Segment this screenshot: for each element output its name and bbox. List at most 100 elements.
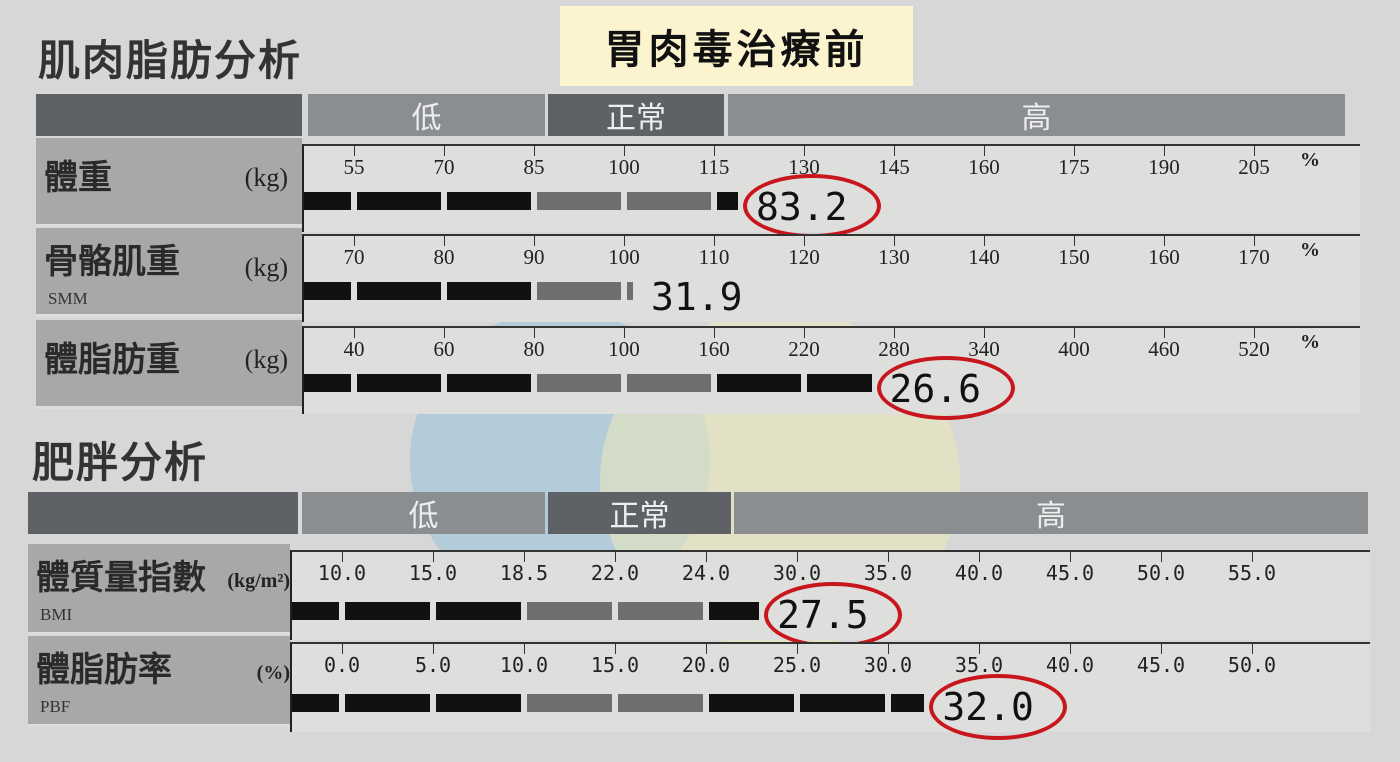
tick-mark	[979, 552, 980, 562]
row-unit: (kg)	[244, 253, 288, 282]
row-label-cell: 體脂肪重 (kg)	[36, 320, 302, 409]
tick-label: 22.0	[590, 561, 640, 585]
tick-mark	[624, 236, 625, 246]
tick-mark	[1164, 236, 1165, 246]
bar-segment	[537, 374, 621, 392]
tick-mark	[624, 146, 625, 156]
tick-mark	[984, 328, 985, 338]
row-abbr: PBF	[40, 697, 71, 716]
bar-segment	[891, 694, 925, 712]
tick-label: 40.0	[954, 561, 1004, 585]
row-label-cell: 體重 (kg)	[36, 138, 302, 227]
tick-mark	[1252, 552, 1253, 562]
highlight-circle	[764, 582, 903, 648]
tick-label: 140	[968, 245, 1000, 269]
tick-mark	[615, 644, 616, 654]
row-plot: 70 80 90 100 110 120 130 140 150 160 170% 31.9	[302, 234, 1360, 322]
tick-label: 55.0	[1227, 561, 1277, 585]
row-name: 體脂肪率	[36, 650, 172, 690]
tick-label: 80	[433, 245, 455, 269]
tick-mark	[354, 328, 355, 338]
band-header: 正常	[548, 94, 724, 136]
row-name: 體脂肪重	[44, 340, 180, 380]
tick-mark	[888, 552, 889, 562]
tick-mark	[706, 552, 707, 562]
tick-mark	[714, 146, 715, 156]
tick-label: 24.0	[681, 561, 731, 585]
tick-mark	[804, 146, 805, 156]
bar-segment	[447, 282, 531, 300]
tick-mark	[979, 644, 980, 654]
tick-mark	[444, 146, 445, 156]
bar-segment	[618, 694, 703, 712]
bar-segment	[717, 192, 738, 210]
tick-label: 175	[1058, 155, 1090, 179]
tick-mark	[984, 236, 985, 246]
tick-mark	[894, 236, 895, 246]
tick-label: 25.0	[772, 653, 822, 677]
tick-label: 130	[878, 245, 910, 269]
row-name: 骨骼肌重	[44, 242, 180, 282]
band-header: 高	[728, 94, 1345, 136]
tick-label: 220	[788, 337, 820, 361]
tick-mark	[804, 236, 805, 246]
tick-label: 110	[698, 245, 730, 269]
tick-mark	[534, 236, 535, 246]
tick-mark	[797, 644, 798, 654]
tick-mark	[1070, 644, 1071, 654]
row-unit: (kg)	[244, 163, 288, 192]
row-name: 體質量指數	[36, 558, 206, 598]
band-header: 低	[302, 492, 545, 534]
tick-label: 0.0	[323, 653, 361, 677]
row-plot: 55 70 85 100 115 130 145 160 175 190 205% 83.2	[302, 144, 1360, 238]
tick-label: 205	[1238, 155, 1270, 179]
tick-label: 45.0	[1136, 653, 1186, 677]
tick-mark	[624, 328, 625, 338]
bar-segment	[717, 374, 801, 392]
row-label-cell: 骨骼肌重 (kg) SMM	[36, 228, 302, 317]
tick-mark	[984, 146, 985, 156]
tick-label: 70	[343, 245, 365, 269]
bar-segment	[304, 374, 351, 392]
band-header: 低	[308, 94, 545, 136]
tick-mark	[1164, 146, 1165, 156]
tick-label: 130	[788, 155, 820, 179]
row-label-cell: 體脂肪率 (%) PBF	[28, 636, 290, 727]
tick-mark	[444, 236, 445, 246]
tick-label: 40	[343, 337, 365, 361]
tick-mark	[888, 644, 889, 654]
tick-mark	[444, 328, 445, 338]
highlight-circle	[876, 356, 1015, 420]
tick-label: 55	[343, 155, 365, 179]
tick-label: 150	[1058, 245, 1090, 269]
highlight-circle	[929, 674, 1068, 740]
tick-mark	[1074, 146, 1075, 156]
bar-segment	[618, 602, 703, 620]
tick-mark	[615, 552, 616, 562]
tick-mark	[1254, 146, 1255, 156]
bar-segment	[800, 694, 885, 712]
row-unit: (kg/m²)	[227, 570, 290, 592]
row-plot: 40 60 80 100 160 220 280 340 400 460 520% 26.6	[302, 326, 1360, 420]
bar-segment	[537, 192, 621, 210]
tick-mark	[342, 644, 343, 654]
tick-mark	[1074, 236, 1075, 246]
tick-mark	[1164, 328, 1165, 338]
tick-mark	[894, 146, 895, 156]
bar-segment	[345, 694, 430, 712]
tick-label: 15.0	[590, 653, 640, 677]
bar-segment	[527, 602, 612, 620]
tick-mark	[354, 236, 355, 246]
band-header: 正常	[548, 492, 731, 534]
tick-label: 145	[878, 155, 910, 179]
bar-segment	[357, 374, 441, 392]
bar-segment	[537, 282, 621, 300]
bar-segment	[304, 192, 351, 210]
row-unit: (%)	[256, 662, 290, 684]
tick-label: 90	[523, 245, 545, 269]
tick-unit-label: %	[1300, 331, 1320, 353]
bar-segment	[357, 192, 441, 210]
row-label-cell: 體質量指數 (kg/m²) BMI	[28, 544, 290, 635]
tick-label: 30.0	[772, 561, 822, 585]
section-title: 肌肉脂肪分析	[38, 36, 303, 85]
